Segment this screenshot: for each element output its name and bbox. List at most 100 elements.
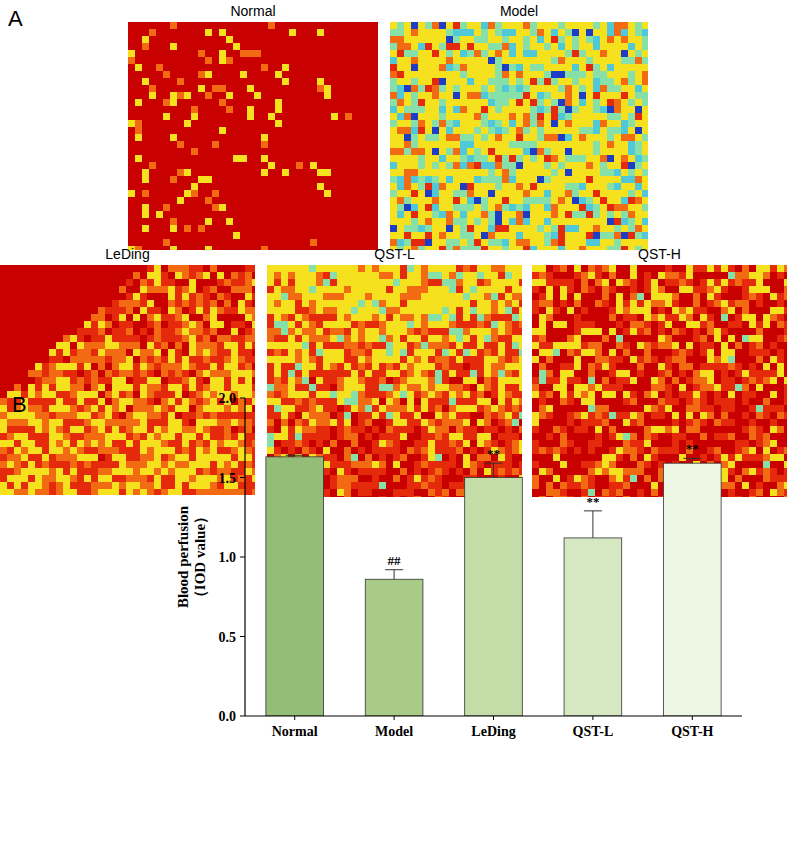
pixel <box>240 43 247 50</box>
pixel <box>453 134 460 141</box>
pixel <box>198 232 205 239</box>
pixel <box>184 50 191 57</box>
pixel <box>530 85 537 92</box>
pixel <box>296 211 303 218</box>
pixel <box>324 22 331 29</box>
pixel <box>397 29 404 36</box>
pixel <box>289 141 296 148</box>
pixel <box>289 176 296 183</box>
pixel <box>163 155 170 162</box>
pixel <box>226 148 233 155</box>
pixel <box>439 155 446 162</box>
pixel <box>156 85 163 92</box>
pixel <box>135 29 142 36</box>
pixel <box>345 176 352 183</box>
pixel <box>642 43 648 50</box>
pixel <box>282 127 289 134</box>
pixel <box>240 134 247 141</box>
pixel <box>226 85 233 92</box>
pixel <box>345 113 352 120</box>
pixel <box>135 36 142 43</box>
pixel <box>247 29 254 36</box>
pixel <box>289 71 296 78</box>
pixel <box>359 148 366 155</box>
pixel <box>352 92 359 99</box>
pixel <box>523 57 530 64</box>
pixel <box>530 148 537 155</box>
pixel <box>233 92 240 99</box>
pixel <box>460 106 467 113</box>
pixel <box>184 204 191 211</box>
pixel <box>474 113 481 120</box>
pixel <box>621 22 628 29</box>
pixel <box>359 92 366 99</box>
pixel <box>345 43 352 50</box>
pixel <box>324 176 331 183</box>
pixel <box>240 50 247 57</box>
pixel <box>579 29 586 36</box>
pixel <box>593 78 600 85</box>
pixel <box>142 225 149 232</box>
pixel <box>331 71 338 78</box>
pixel <box>128 169 135 176</box>
pixel <box>170 64 177 71</box>
pixel <box>254 246 261 250</box>
pixel <box>303 120 310 127</box>
pixel <box>247 99 254 106</box>
pixel <box>352 155 359 162</box>
pixel <box>275 141 282 148</box>
pixel <box>324 29 331 36</box>
pixel <box>296 113 303 120</box>
pixel <box>397 50 404 57</box>
pixel <box>425 43 432 50</box>
pixel <box>149 169 156 176</box>
pixel <box>205 64 212 71</box>
pixel <box>247 134 254 141</box>
pixel <box>352 36 359 43</box>
pixel <box>331 22 338 29</box>
pixel <box>481 148 488 155</box>
pixel <box>282 99 289 106</box>
pixel <box>439 36 446 43</box>
pixel <box>198 71 205 78</box>
pixel <box>586 127 593 134</box>
pixel <box>446 113 453 120</box>
pixel <box>404 64 411 71</box>
pixel <box>418 22 425 29</box>
pixel <box>296 190 303 197</box>
pixel <box>366 92 373 99</box>
pixel <box>275 85 282 92</box>
pixel <box>233 36 240 43</box>
pixel <box>593 29 600 36</box>
pixel <box>352 183 359 190</box>
pixel <box>586 71 593 78</box>
pixel <box>345 134 352 141</box>
pixel <box>439 71 446 78</box>
pixel <box>446 148 453 155</box>
pixel <box>642 78 648 85</box>
pixel <box>411 71 418 78</box>
pixel <box>418 92 425 99</box>
pixel <box>191 232 198 239</box>
pixel <box>149 218 156 225</box>
pixel <box>240 169 247 176</box>
pixel <box>537 29 544 36</box>
pixel <box>219 218 226 225</box>
pixel <box>474 71 481 78</box>
pixel <box>317 176 324 183</box>
pixel <box>397 106 404 113</box>
pixel <box>446 36 453 43</box>
pixel <box>418 162 425 169</box>
pixel <box>135 239 142 246</box>
pixel <box>177 162 184 169</box>
pixel <box>565 71 572 78</box>
pixel <box>586 64 593 71</box>
pixel <box>502 106 509 113</box>
pixel <box>205 218 212 225</box>
pixel <box>261 78 268 85</box>
pixel <box>128 211 135 218</box>
pixel <box>366 197 373 204</box>
pixel <box>467 71 474 78</box>
pixel <box>572 134 579 141</box>
pixel <box>184 176 191 183</box>
